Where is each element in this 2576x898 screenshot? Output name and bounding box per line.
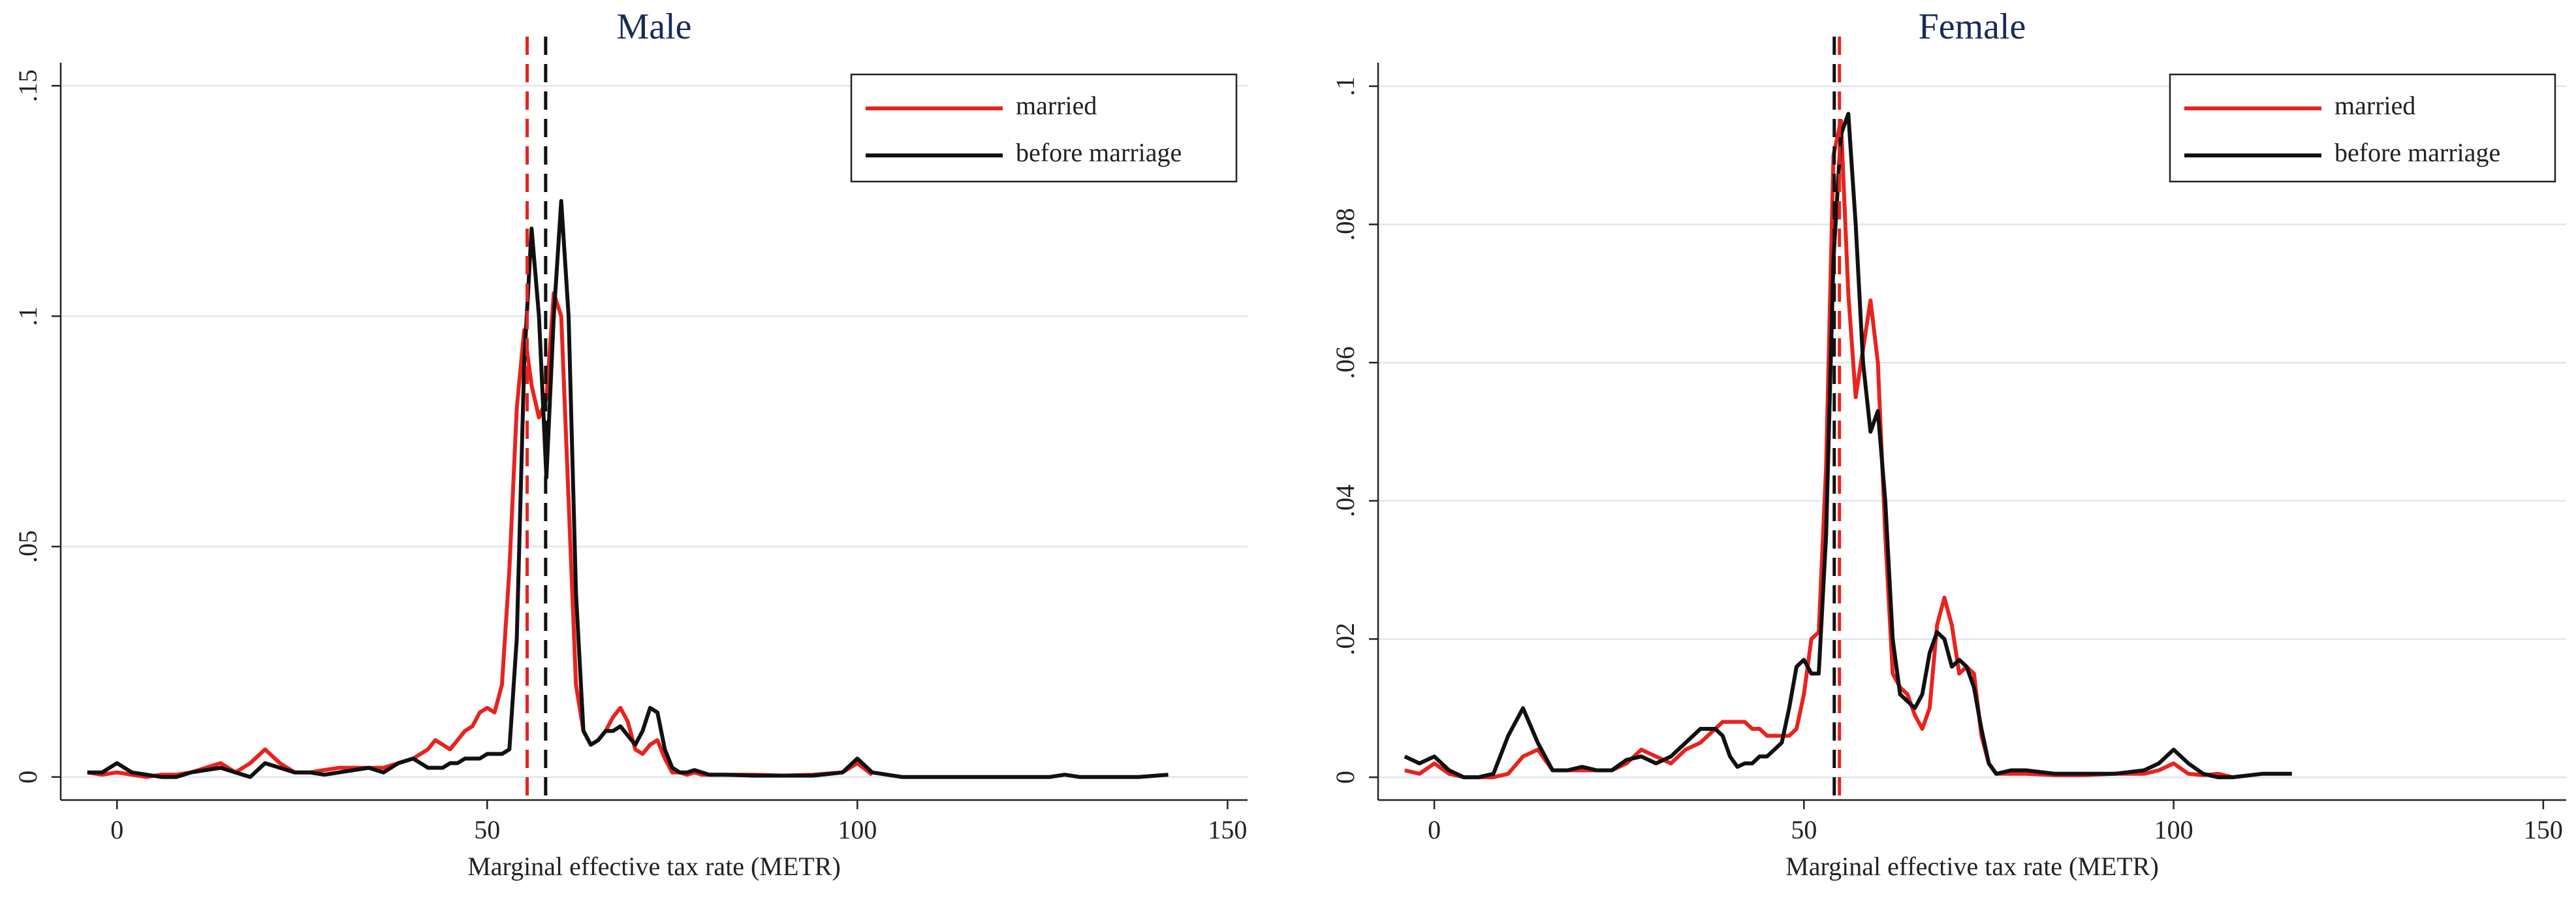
line (1404, 118, 2233, 780)
y-tick-label: .02 (1330, 622, 1360, 655)
x-tick-label: 100 (838, 815, 877, 844)
legend-label: married (1016, 91, 1097, 120)
chart-title: Female (1919, 7, 2026, 47)
y-tick-label: .06 (1330, 346, 1360, 379)
x-tick-label: 150 (2524, 815, 2563, 844)
x-tick-label: 100 (2154, 815, 2193, 844)
y-tick-label: .05 (13, 530, 42, 563)
x-tick-label: 50 (474, 815, 500, 844)
x-axis-label: Marginal effective tax rate (METR) (1785, 852, 2159, 881)
y-tick-label: 0 (13, 771, 42, 784)
chart-title: Male (616, 7, 691, 47)
y-tick-label: .1 (1330, 76, 1360, 96)
line (87, 199, 1169, 779)
x-tick-label: 0 (110, 815, 123, 844)
x-tick-label: 0 (1428, 815, 1441, 844)
y-tick-label: 0 (1330, 771, 1360, 784)
line (1404, 112, 2292, 780)
x-tick-label: 150 (1208, 815, 1247, 844)
legend-label: before marriage (2334, 138, 2500, 167)
legend-box (850, 73, 1238, 183)
y-tick-label: .04 (1330, 485, 1360, 517)
legend-label: married (2334, 91, 2415, 120)
y-tick-label: .1 (13, 306, 42, 326)
y-tick-label: .08 (1330, 208, 1360, 241)
x-tick-label: 50 (1791, 815, 1817, 844)
line (87, 291, 873, 779)
x-axis-label: Marginal effective tax rate (METR) (467, 852, 841, 881)
legend-box (2169, 73, 2556, 183)
legend-label: before marriage (1016, 138, 1182, 167)
y-tick-label: .15 (13, 69, 42, 102)
